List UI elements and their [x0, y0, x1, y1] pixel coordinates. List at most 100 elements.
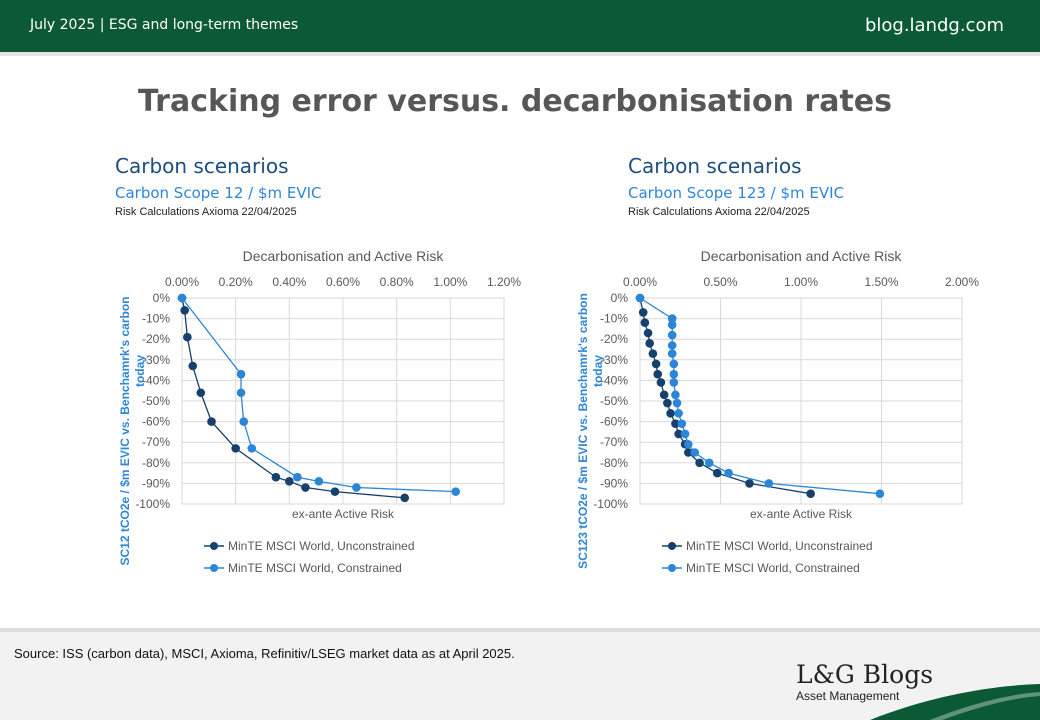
data-point-constrained [669, 369, 679, 379]
data-point-constrained [680, 429, 690, 439]
data-point-unconstrained [653, 369, 663, 379]
y-tick-label: -30% [142, 353, 170, 367]
x-tick-label: 0.20% [219, 275, 253, 289]
data-point-unconstrained [684, 448, 693, 457]
data-point-unconstrained [659, 390, 669, 400]
x-axis-title: ex-ante Active Risk [292, 507, 395, 521]
banner-divider [0, 52, 1040, 56]
lg-logo: L&G Blogs Asset Management [796, 660, 933, 703]
data-point-constrained [635, 293, 645, 303]
legend-label: MinTE MSCI World, Constrained [228, 561, 402, 575]
data-point-constrained [236, 369, 246, 379]
y-tick-label: -100% [135, 497, 170, 511]
right-panel-title: Carbon scenarios [628, 154, 802, 178]
y-tick-label: -50% [600, 394, 628, 408]
data-point-constrained [239, 417, 249, 426]
legend-marker [210, 542, 218, 550]
data-point-unconstrained [663, 398, 672, 408]
left-panel-note: Risk Calculations Axioma 22/04/2025 [115, 206, 297, 218]
data-point-unconstrained [671, 419, 680, 428]
data-point-constrained [667, 349, 677, 358]
legend-marker [668, 542, 676, 550]
x-tick-label: 1.00% [784, 275, 818, 289]
data-point-unconstrained [643, 328, 653, 338]
data-point-constrained [667, 341, 677, 350]
y-tick-label: -20% [600, 332, 628, 346]
x-axis-title: ex-ante Active Risk [750, 507, 853, 521]
data-point-constrained [667, 320, 677, 330]
page-title: Tracking error versus. decarbonisation r… [138, 84, 892, 119]
legend-marker [668, 564, 676, 572]
y-tick-label: 0% [153, 291, 171, 305]
x-tick-label: 0.80% [380, 275, 414, 289]
footer: Source: ISS (carbon data), MSCI, Axioma,… [0, 628, 1040, 720]
y-axis-title-line2: today [591, 355, 605, 387]
site-link[interactable]: blog.landg.com [864, 15, 1004, 36]
brand-swoosh [870, 684, 1040, 720]
data-point-constrained [690, 448, 700, 457]
data-point-unconstrained [666, 409, 675, 418]
data-point-unconstrained [645, 339, 654, 348]
data-point-constrained [674, 409, 683, 418]
data-point-unconstrained [285, 477, 294, 486]
y-tick-label: -60% [142, 415, 170, 429]
data-point-constrained [177, 293, 187, 303]
data-point-unconstrained [656, 378, 666, 387]
y-axis-title: SC123 tCO2e / $m EVIC vs. Benchamrk's ca… [576, 293, 590, 569]
data-point-constrained [247, 444, 257, 453]
legend-label: MinTE MSCI World, Unconstrained [686, 539, 873, 553]
data-point-constrained [875, 489, 885, 498]
x-tick-label: 2.00% [945, 275, 979, 289]
data-point-unconstrained [188, 361, 198, 371]
y-axis-title: SC12 tCO2e / $m EVIC vs. Benchamrk's car… [118, 297, 132, 566]
data-point-constrained [293, 472, 302, 482]
data-point-constrained [667, 330, 677, 340]
y-tick-label: -100% [593, 497, 628, 511]
data-point-constrained [314, 477, 324, 486]
data-point-unconstrained [400, 493, 410, 503]
x-tick-label: 0.40% [272, 275, 306, 289]
data-point-unconstrained [330, 487, 340, 496]
y-tick-label: -70% [142, 435, 170, 449]
left-panel-heading: Carbon scenarios Carbon Scope 12 / $m EV… [115, 154, 322, 218]
data-point-unconstrained [207, 417, 216, 426]
x-tick-label: 1.00% [433, 275, 467, 289]
data-point-constrained [764, 479, 774, 488]
y-tick-label: -50% [142, 394, 170, 408]
y-tick-label: -30% [600, 353, 628, 367]
data-point-unconstrained [271, 472, 281, 482]
left-panel-subtitle: Carbon Scope 12 / $m EVIC [115, 184, 322, 202]
y-tick-label: 0% [611, 291, 629, 305]
data-point-unconstrained [231, 444, 240, 453]
data-point-constrained [669, 378, 679, 387]
data-point-unconstrained [183, 332, 192, 342]
data-point-constrained [667, 314, 677, 323]
chart-title: Decarbonisation and Active Risk [243, 248, 445, 264]
logo-subtitle: Asset Management [796, 689, 900, 703]
data-point-constrained [724, 468, 733, 478]
y-tick-label: -80% [600, 456, 628, 470]
y-tick-label: -90% [600, 476, 628, 490]
x-tick-label: 1.50% [864, 275, 898, 289]
x-tick-label: 1.20% [487, 275, 521, 289]
data-point-constrained [451, 487, 461, 496]
data-point-constrained [671, 390, 680, 400]
chart-title: Decarbonisation and Active Risk [701, 248, 903, 264]
legend-label: MinTE MSCI World, Constrained [686, 561, 860, 575]
y-tick-label: -90% [142, 476, 170, 490]
data-point-unconstrained [648, 349, 658, 358]
data-point-unconstrained [638, 308, 648, 317]
y-tick-label: -80% [142, 456, 170, 470]
data-point-constrained [236, 388, 246, 398]
top-banner: July 2025 | ESG and long-term themes blo… [0, 0, 1040, 52]
data-point-unconstrained [695, 458, 704, 468]
y-tick-label: -10% [142, 312, 170, 326]
x-tick-label: 0.60% [326, 275, 360, 289]
data-point-constrained [677, 419, 687, 428]
data-point-constrained [352, 483, 361, 492]
banner-date-topic: July 2025 | ESG and long-term themes [30, 17, 299, 33]
right-panel-note: Risk Calculations Axioma 22/04/2025 [628, 206, 810, 218]
data-point-unconstrained [745, 479, 754, 488]
y-tick-label: -60% [600, 415, 628, 429]
y-tick-label: -10% [600, 312, 628, 326]
